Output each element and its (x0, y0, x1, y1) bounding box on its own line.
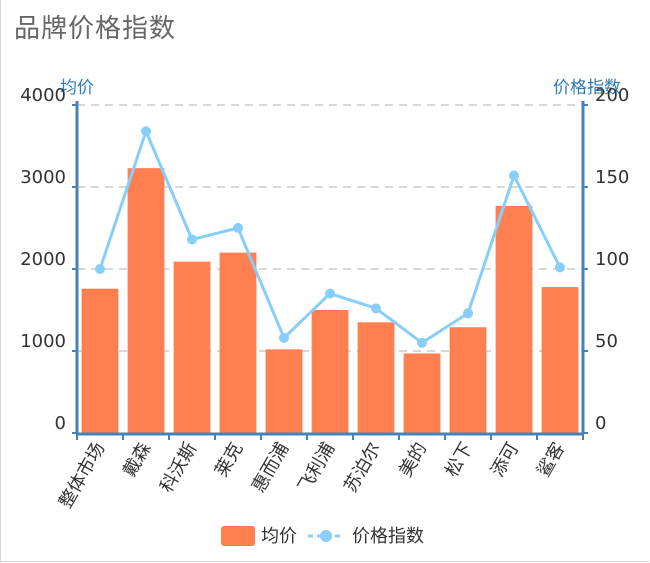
legend: 均价 价格指数 (221, 526, 424, 547)
x-tick-label: 苏泊尔 (340, 439, 385, 496)
line-point (187, 234, 197, 245)
bar (357, 322, 395, 433)
bar (449, 327, 487, 433)
line-point (371, 303, 381, 314)
line-point (233, 223, 243, 233)
bar (265, 349, 303, 433)
x-tick-label: 飞利浦 (294, 439, 339, 496)
x-tick-label: 松下 (441, 439, 477, 481)
bar (127, 168, 165, 433)
y-right-tick-label: 100 (595, 249, 629, 270)
bar (173, 261, 211, 433)
chart-title: 品牌价格指数 (14, 14, 177, 44)
y-left-tick-label: 2000 (20, 249, 66, 270)
bar (541, 287, 579, 433)
line-point (509, 170, 519, 181)
y-right-tick-label: 50 (595, 331, 618, 352)
bar-series (81, 168, 579, 433)
line-point (95, 264, 105, 274)
legend-bar-swatch (221, 526, 255, 546)
y-left-tick-label: 1000 (20, 331, 66, 352)
legend-bar-label: 均价 (261, 526, 297, 547)
y-axis-left-label: 均价 (60, 78, 94, 98)
x-tick-label: 科沃斯 (156, 439, 201, 496)
line-point (463, 308, 473, 319)
y-left-tick-label: 0 (55, 413, 66, 434)
line-point (417, 337, 427, 348)
line-point (555, 262, 565, 273)
x-tick-label: 美的 (395, 439, 431, 481)
bar (81, 288, 119, 433)
bar (219, 252, 257, 433)
y-right-tick-label: 200 (595, 85, 629, 106)
y-left-tick-label: 3000 (20, 167, 66, 188)
line-point (141, 126, 151, 137)
x-tick-label: 惠而浦 (248, 439, 293, 496)
x-tick-label: 整体市场 (55, 439, 109, 512)
line-series (95, 126, 565, 348)
line-point (279, 332, 289, 343)
legend-line-marker (320, 530, 332, 542)
line-point (325, 288, 335, 299)
x-tick-label: 莱克 (211, 439, 247, 481)
bar (495, 205, 533, 433)
y-right-tick-label: 150 (595, 167, 629, 188)
x-tick-label: 添可 (487, 439, 523, 481)
legend-line-label: 价格指数 (352, 526, 424, 547)
bar (403, 353, 441, 433)
bar (311, 310, 349, 433)
y-right-tick-label: 0 (595, 413, 606, 434)
y-left-tick-label: 4000 (20, 85, 66, 106)
y-axis-right-label: 价格指数 (553, 78, 621, 98)
x-tick-label: 戴森 (119, 439, 155, 481)
x-tick-label: 鲨客 (533, 439, 569, 481)
